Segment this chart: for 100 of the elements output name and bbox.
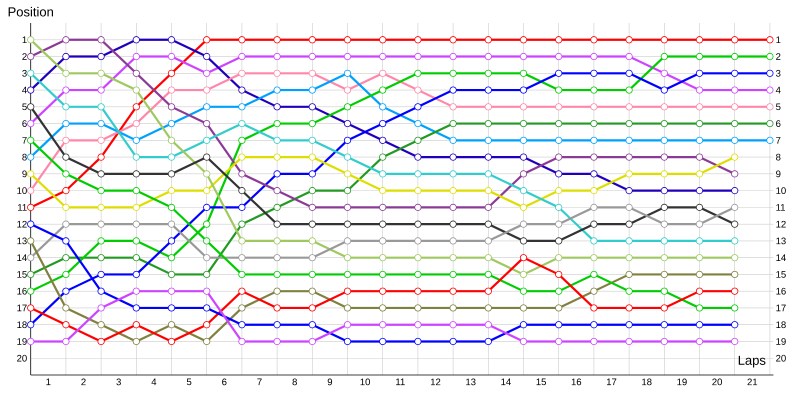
point (766, 86, 774, 94)
point (203, 304, 210, 312)
point (132, 237, 140, 245)
point (484, 154, 492, 161)
point (414, 52, 422, 60)
point (344, 338, 352, 346)
point (168, 270, 176, 278)
point (132, 220, 140, 228)
point (132, 120, 140, 128)
point (450, 136, 457, 144)
point (274, 86, 281, 94)
point (590, 338, 598, 346)
point (98, 220, 105, 228)
point (27, 270, 34, 278)
point (520, 70, 528, 77)
point (203, 120, 210, 128)
point (555, 321, 562, 328)
point (555, 338, 562, 346)
point (168, 288, 176, 295)
point (696, 136, 704, 144)
point (238, 220, 246, 228)
point (731, 237, 738, 245)
point (27, 288, 34, 295)
point (379, 170, 386, 178)
point (274, 70, 281, 77)
point (520, 187, 528, 194)
point (203, 220, 210, 228)
y-tick-label: 17 (17, 304, 27, 312)
point (132, 103, 140, 110)
point (520, 120, 528, 128)
point (98, 304, 105, 312)
point (484, 70, 492, 77)
point (308, 86, 316, 94)
point (731, 70, 738, 77)
point (62, 220, 70, 228)
point (238, 70, 246, 77)
point (168, 220, 176, 228)
point (484, 304, 492, 312)
point (590, 103, 598, 110)
point (414, 338, 422, 346)
point (132, 86, 140, 94)
point (168, 304, 176, 312)
point (132, 136, 140, 144)
point (27, 220, 34, 228)
point (379, 154, 386, 161)
point (274, 270, 281, 278)
y-tick-label: 6 (22, 120, 27, 127)
point (696, 154, 704, 161)
point (132, 52, 140, 60)
point (98, 254, 105, 262)
point (696, 237, 704, 245)
y-tick-label: 18 (17, 321, 27, 328)
point (27, 204, 34, 211)
point (274, 154, 281, 161)
point (203, 204, 210, 211)
point (555, 36, 562, 44)
point (484, 86, 492, 94)
point (484, 204, 492, 211)
point (308, 237, 316, 245)
point (414, 237, 422, 245)
point (660, 204, 668, 211)
point (590, 304, 598, 312)
point (626, 237, 633, 245)
point (344, 304, 352, 312)
point (660, 237, 668, 245)
point (520, 220, 528, 228)
point (555, 103, 562, 110)
point (660, 70, 668, 77)
point (238, 270, 246, 278)
x-tick-label: 12 (430, 378, 440, 386)
y-tick-label: 14 (17, 254, 27, 261)
y-tick-label: 2 (22, 53, 27, 60)
point (308, 154, 316, 161)
point (203, 52, 210, 60)
point (98, 204, 105, 211)
point (344, 187, 352, 194)
point (344, 36, 352, 44)
point (98, 187, 105, 194)
y2-tick-label: 13 (776, 238, 786, 244)
point (344, 204, 352, 211)
point (98, 170, 105, 178)
x-tick-label: 5 (186, 378, 192, 386)
point (203, 321, 210, 328)
y2-tick-label: 8 (776, 154, 781, 160)
y2-tick-label: 6 (776, 120, 780, 127)
y2-tick-label: 12 (776, 220, 786, 228)
point (696, 103, 704, 110)
point (660, 36, 668, 44)
x-tick-label: 17 (606, 378, 616, 386)
point (308, 187, 316, 194)
point (98, 321, 105, 328)
point (344, 321, 352, 328)
point (414, 70, 422, 77)
point (696, 187, 704, 194)
point (344, 237, 352, 245)
y-tick-label: 13 (17, 238, 27, 244)
point (62, 237, 70, 245)
point (98, 70, 105, 77)
point (344, 254, 352, 262)
point (731, 154, 738, 161)
